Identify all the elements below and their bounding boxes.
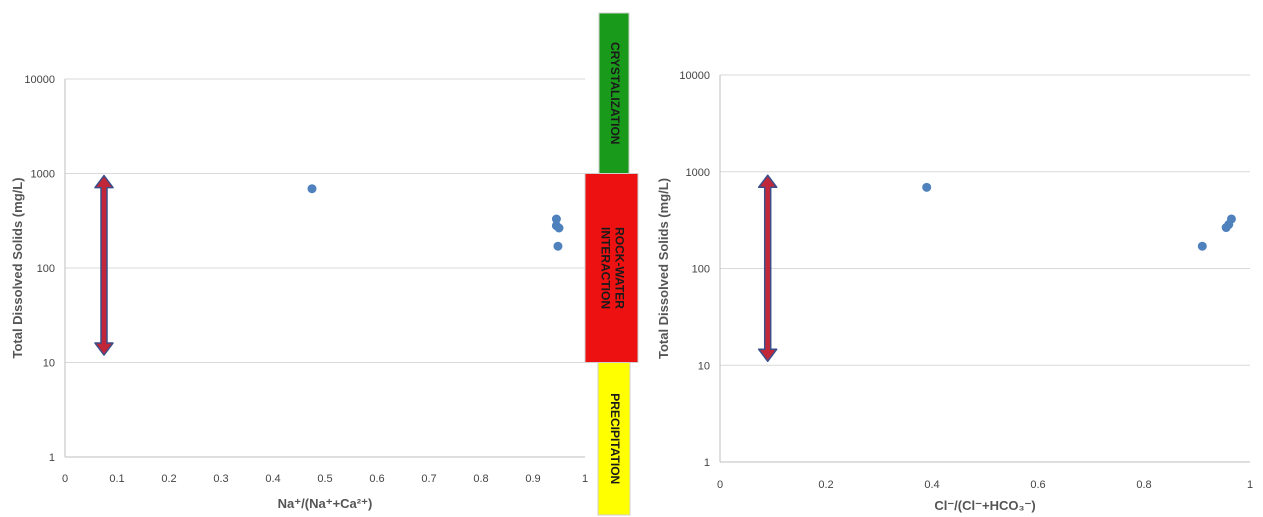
y-axis-title: Total Dissolved Solids (mg/L) (656, 178, 671, 359)
x-tick-label: 0.8 (473, 473, 488, 485)
data-point (553, 241, 563, 251)
y-tick-label: 10000 (24, 74, 55, 86)
y-tick-label: 1 (704, 457, 710, 469)
chart-right: 1 10 100 1000 10000 0 0.2 0.4 0.6 0.8 1 Cl⁻/(Cl⁻+HC… (656, 70, 1253, 513)
y-tick-label: 1 (49, 452, 55, 464)
x-axis-title: Cl⁻/(Cl⁻+HCO₃⁻) (934, 498, 1035, 513)
x-tick-label: 1 (582, 473, 588, 485)
x-tick-label: 1 (1247, 479, 1253, 491)
zone-precipitation: PRECIPITATION (597, 362, 631, 516)
x-tick-label: 0.4 (265, 473, 280, 485)
zone-label: CRYSTALIZATION (608, 42, 622, 144)
x-tick-label: 0.5 (317, 473, 332, 485)
y-tick-label: 1000 (31, 169, 55, 181)
zone-label: PRECIPITATION (608, 393, 622, 484)
x-axis-title: Na⁺/(Na⁺+Ca²⁺) (278, 496, 373, 511)
range-arrow (757, 174, 778, 362)
y-tick-label: 10 (698, 360, 710, 372)
y-tick-label: 1000 (686, 167, 710, 179)
x-tick-label: 0.2 (161, 473, 176, 485)
x-tick-label: 0.4 (924, 479, 939, 491)
x-tick-label: 0 (62, 473, 68, 485)
x-tick-label: 0.3 (213, 473, 228, 485)
zone-rock-water-interaction: ROCK-WATERINTERACTION (584, 173, 639, 363)
x-tick-label: 0.8 (1136, 479, 1151, 491)
data-point (554, 223, 564, 233)
data-point (551, 214, 561, 224)
x-tick-label: 0.2 (818, 479, 833, 491)
x-tick-label: 0.6 (369, 473, 384, 485)
x-tick-label: 0 (717, 479, 723, 491)
zone-crystalization: CRYSTALIZATION (598, 12, 630, 174)
x-tick-label: 0.1 (109, 473, 124, 485)
data-point (307, 184, 317, 194)
zone-label: ROCK-WATERINTERACTION (598, 227, 626, 309)
process-zones: CRYSTALIZATION ROCK-WATERINTERACTION PRECI… (584, 12, 639, 516)
data-point (922, 182, 932, 192)
chart-left: 1 10 100 1000 10000 0 0.1 0.2 0.3 0.4 0.5 0.6 0.7 0.8… (10, 74, 588, 511)
data-point (1197, 241, 1207, 251)
y-tick-label: 100 (692, 264, 710, 276)
y-tick-label: 10000 (679, 70, 710, 82)
x-tick-label: 0.6 (1030, 479, 1045, 491)
x-tick-label: 0.9 (525, 473, 540, 485)
x-tick-label: 0.7 (421, 473, 436, 485)
y-tick-label: 10 (43, 358, 55, 370)
range-arrow (94, 174, 114, 356)
y-axis-title: Total Dissolved Solids (mg/L) (10, 177, 25, 358)
data-point (1226, 214, 1236, 224)
y-tick-label: 100 (37, 263, 55, 275)
